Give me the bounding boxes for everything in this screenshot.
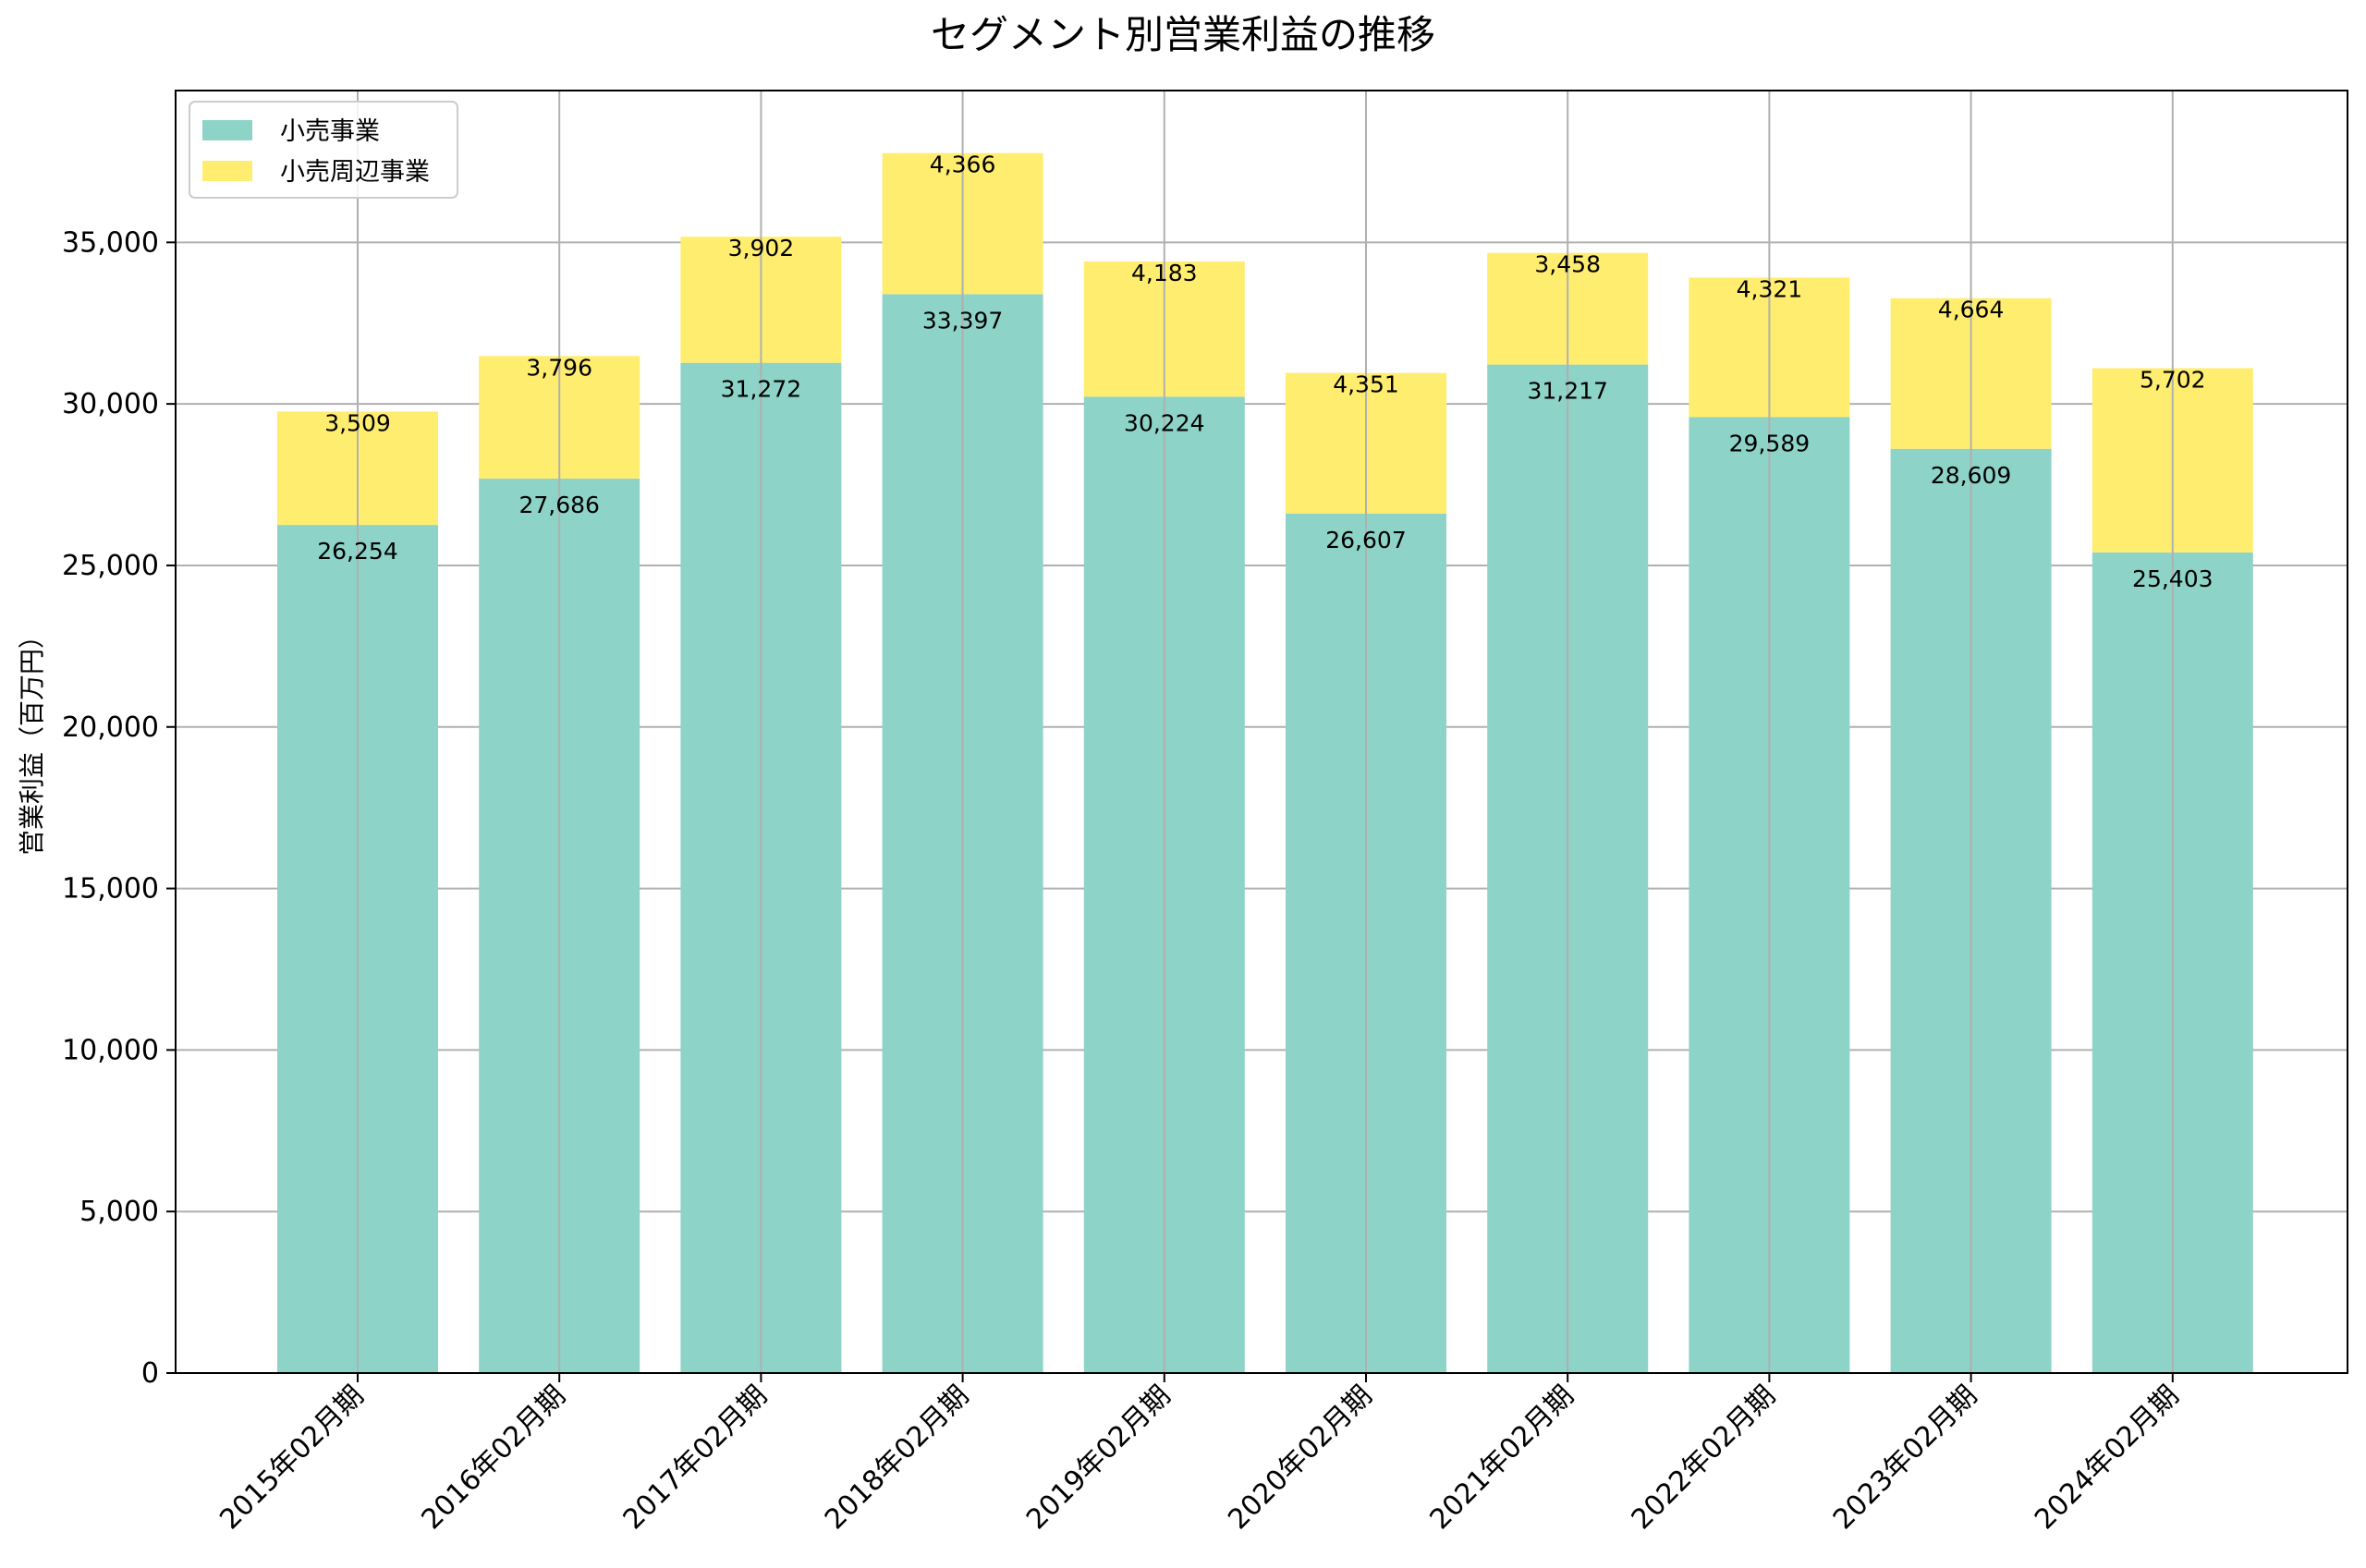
y-tick-label: 0 [141, 1357, 159, 1390]
x-tick-label: 2024年02月期 [2029, 1380, 2185, 1536]
value-label-retail-peripheral: 4,183 [1131, 260, 1198, 286]
legend-label: 小売周辺事業 [280, 158, 430, 187]
value-label-retail: 25,403 [2132, 565, 2213, 592]
y-tick-label: 25,000 [62, 550, 159, 582]
y-tick-label: 20,000 [62, 711, 159, 744]
x-tick-label: 2020年02月期 [1222, 1380, 1378, 1536]
x-tick-label: 2019年02月期 [1020, 1380, 1177, 1536]
plot-frame [175, 90, 2348, 1374]
legend-box [189, 101, 458, 199]
value-label-retail: 29,589 [1729, 431, 1810, 457]
legend-swatch [202, 120, 252, 140]
value-label-retail-peripheral: 3,796 [526, 354, 592, 381]
value-label-retail-peripheral: 4,366 [930, 152, 996, 178]
vertical-grid [357, 91, 2174, 1373]
value-label-retail-peripheral: 4,351 [1333, 371, 1399, 398]
x-tick-label: 2021年02月期 [1423, 1380, 1579, 1536]
value-label-retail-peripheral: 4,321 [1737, 275, 1803, 302]
value-labels: 26,254 3,509 27,686 3,796 31,272 3,902 33,397 4… [317, 152, 2213, 592]
y-axis-label: 営業利益（百万円） [17, 623, 47, 856]
legend-label: 小売事業 [280, 117, 380, 146]
value-label-retail: 26,254 [317, 538, 397, 565]
value-label-retail-peripheral: 3,509 [324, 409, 391, 436]
value-label-retail: 27,686 [518, 492, 599, 518]
legend-swatch [202, 161, 252, 181]
y-tick-label: 10,000 [62, 1034, 159, 1066]
x-tick-label: 2018年02月期 [819, 1380, 975, 1536]
chart-title: セグメント別営業利益の推移 [931, 12, 1435, 57]
y-tick-label: 15,000 [62, 873, 159, 906]
value-label-retail-peripheral: 3,902 [728, 235, 795, 261]
value-label-retail: 31,272 [721, 376, 801, 403]
value-label-retail-peripheral: 5,702 [2140, 367, 2206, 394]
value-label-retail-peripheral: 3,458 [1534, 251, 1601, 278]
x-tick-label: 2016年02月期 [415, 1380, 571, 1536]
y-tick-label: 35,000 [62, 226, 159, 259]
value-label-retail: 28,609 [1931, 462, 2011, 489]
x-tick-label: 2022年02月期 [1626, 1380, 1782, 1536]
value-label-retail: 26,607 [1325, 527, 1406, 553]
x-tick-label: 2017年02月期 [617, 1380, 774, 1536]
value-label-retail: 31,217 [1527, 378, 1607, 405]
value-label-retail: 30,224 [1124, 409, 1204, 436]
x-tick-label: 2015年02月期 [213, 1380, 370, 1536]
x-tick-label: 2023年02月期 [1827, 1380, 1983, 1536]
y-tick-label: 30,000 [62, 388, 159, 420]
y-tick-label: 5,000 [79, 1196, 159, 1228]
value-label-retail: 33,397 [922, 307, 1003, 334]
value-label-retail-peripheral: 4,664 [1938, 297, 2005, 323]
bars [277, 152, 2253, 1374]
